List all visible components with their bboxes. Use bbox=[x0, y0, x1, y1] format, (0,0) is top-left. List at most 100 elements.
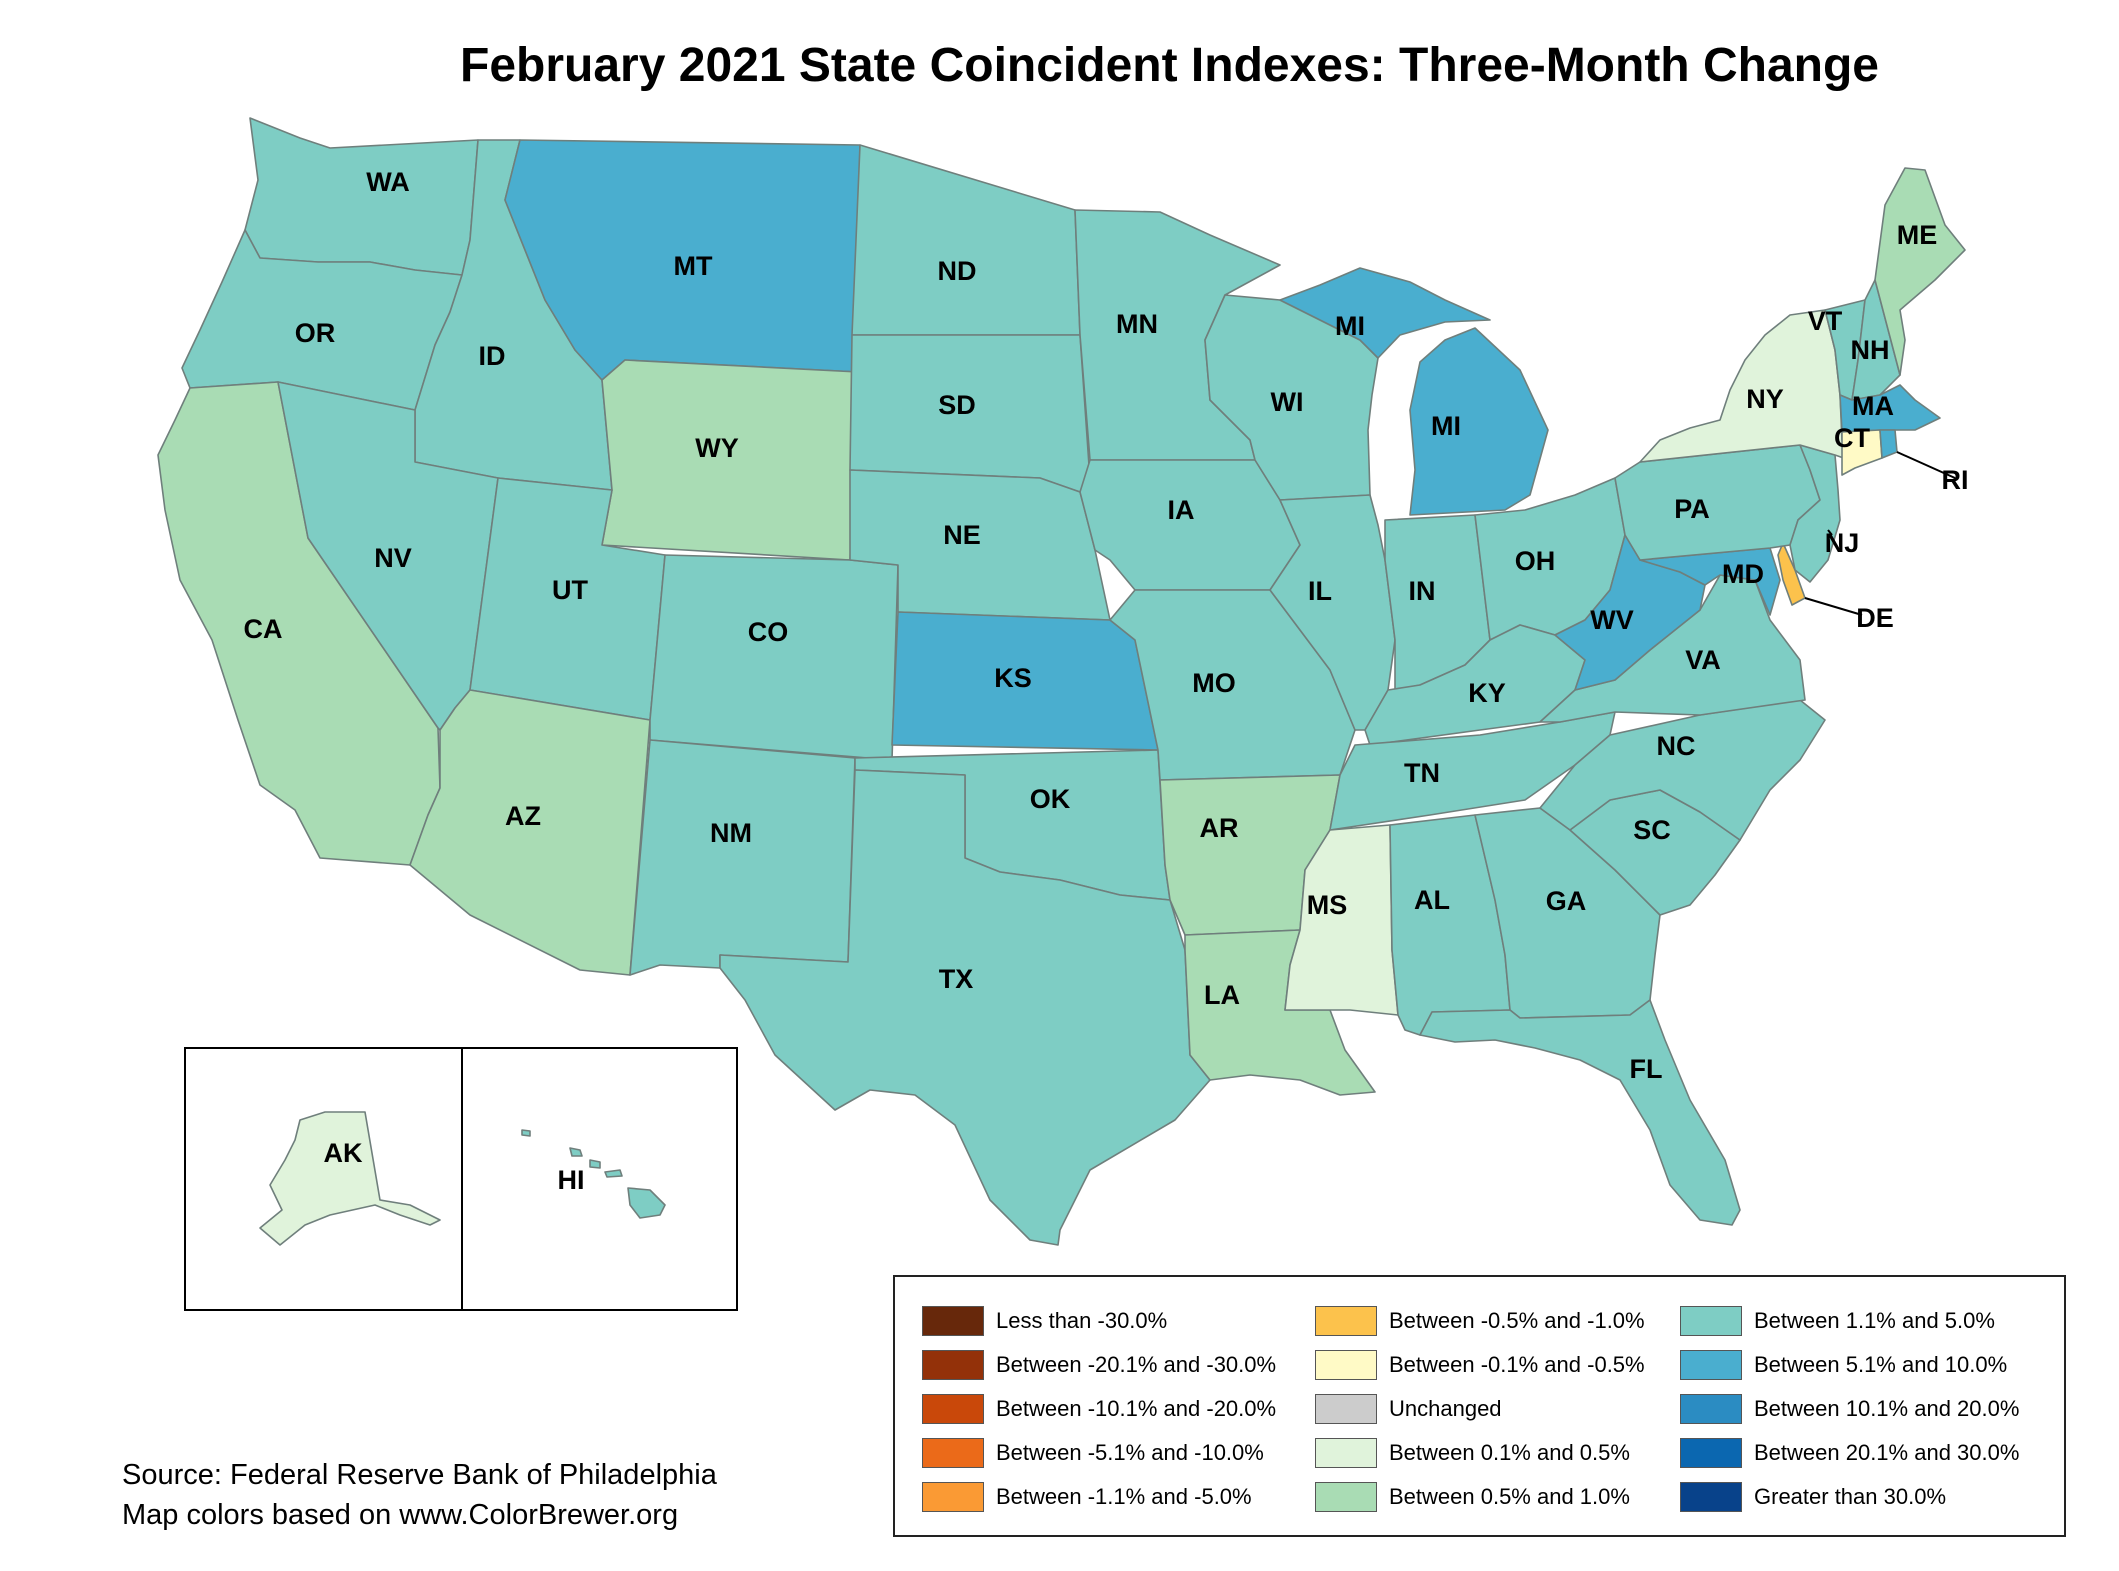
state-PA[interactable] bbox=[1614, 444, 1821, 561]
legend-item: Between 0.5% and 1.0% bbox=[1315, 1475, 1645, 1519]
legend-swatch bbox=[1680, 1350, 1742, 1380]
state-label-la: LA bbox=[1204, 980, 1240, 1010]
leader-line-de bbox=[1804, 597, 1863, 616]
colorbrewer-credit: Map colors based on www.ColorBrewer.org bbox=[122, 1499, 679, 1531]
state-label-id: ID bbox=[479, 341, 506, 371]
map-legend: Less than -30.0% Between -20.1% and -30.… bbox=[893, 1275, 2066, 1537]
state-ND[interactable] bbox=[851, 144, 1081, 336]
legend-swatch bbox=[1680, 1438, 1742, 1468]
state-label-ne: NE bbox=[943, 520, 981, 550]
legend-swatch bbox=[922, 1482, 984, 1512]
legend-item: Between -0.5% and -1.0% bbox=[1315, 1299, 1645, 1343]
state-label-md: MD bbox=[1722, 559, 1764, 589]
legend-label: Between -0.5% and -1.0% bbox=[1389, 1308, 1645, 1333]
state-label-nc: NC bbox=[1657, 731, 1696, 761]
legend-item: Between -10.1% and -20.0% bbox=[922, 1387, 1276, 1431]
legend-column-3: Between 1.1% and 5.0% Between 5.1% and 1… bbox=[1680, 1299, 2019, 1519]
state-label-wa: WA bbox=[366, 167, 410, 197]
legend-label: Between 0.5% and 1.0% bbox=[1389, 1484, 1630, 1509]
state-label-ct: CT bbox=[1834, 423, 1870, 453]
state-label-ut: UT bbox=[552, 575, 588, 605]
state-HI[interactable] bbox=[521, 1129, 666, 1219]
state-label-me: ME bbox=[1897, 220, 1938, 250]
legend-swatch bbox=[1315, 1482, 1377, 1512]
state-label-pa: PA bbox=[1674, 494, 1710, 524]
state-label-al: AL bbox=[1414, 885, 1450, 915]
legend-swatch bbox=[922, 1394, 984, 1424]
state-AZ[interactable] bbox=[409, 689, 651, 976]
state-label-ga: GA bbox=[1546, 886, 1587, 916]
legend-swatch bbox=[922, 1350, 984, 1380]
state-CT[interactable] bbox=[1841, 429, 1883, 476]
legend-label: Between -20.1% and -30.0% bbox=[996, 1352, 1277, 1377]
state-label-mt: MT bbox=[674, 251, 713, 281]
state-label-nv: NV bbox=[374, 543, 412, 573]
state-label-ri: RI bbox=[1942, 465, 1969, 495]
legend-label: Between 10.1% and 20.0% bbox=[1754, 1396, 2020, 1421]
state-label-tx: TX bbox=[939, 964, 974, 994]
source-line: Source: Federal Reserve Bank of Philadel… bbox=[122, 1459, 717, 1491]
state-label-in: IN bbox=[1409, 576, 1436, 606]
state-FL[interactable] bbox=[1419, 999, 1741, 1226]
legend-label: Between -0.1% and -0.5% bbox=[1389, 1352, 1645, 1377]
state-label-wy: WY bbox=[695, 433, 739, 463]
legend-swatch bbox=[922, 1438, 984, 1468]
state-MS[interactable] bbox=[1284, 824, 1399, 1016]
legend-swatch bbox=[1680, 1306, 1742, 1336]
leader-line-ri bbox=[1896, 451, 1956, 479]
state-CO[interactable] bbox=[649, 554, 899, 761]
state-RI[interactable] bbox=[1879, 429, 1898, 459]
state-label-ky: KY bbox=[1468, 678, 1506, 708]
state-label-wi: WI bbox=[1271, 387, 1304, 417]
state-label-mi: MI bbox=[1431, 411, 1461, 441]
state-label-nh: NH bbox=[1851, 335, 1890, 365]
state-label-ca: CA bbox=[244, 614, 283, 644]
legend-label: Between 5.1% and 10.0% bbox=[1754, 1352, 2008, 1377]
state-label-co: CO bbox=[748, 617, 789, 647]
state-MD[interactable] bbox=[1639, 547, 1781, 616]
legend-item: Between 10.1% and 20.0% bbox=[1680, 1387, 2019, 1431]
state-NJ[interactable] bbox=[1789, 444, 1841, 583]
legend-item: Unchanged bbox=[1315, 1387, 1645, 1431]
source-note: Source: Federal Reserve Bank of Philadel… bbox=[122, 1455, 717, 1535]
state-label-az: AZ bbox=[505, 801, 541, 831]
state-label-sd: SD bbox=[938, 390, 976, 420]
legend-item: Between -0.1% and -0.5% bbox=[1315, 1343, 1645, 1387]
legend-column-2: Between -0.5% and -1.0% Between -0.1% an… bbox=[1315, 1299, 1645, 1519]
legend-swatch bbox=[1315, 1306, 1377, 1336]
legend-item: Between 0.1% and 0.5% bbox=[1315, 1431, 1645, 1475]
state-label-tn: TN bbox=[1404, 758, 1440, 788]
legend-item: Between 1.1% and 5.0% bbox=[1680, 1299, 2019, 1343]
state-label-sc: SC bbox=[1633, 815, 1671, 845]
state-label-vt: VT bbox=[1808, 306, 1843, 336]
state-label-wv: WV bbox=[1590, 605, 1634, 635]
legend-swatch bbox=[1680, 1482, 1742, 1512]
state-label-nd: ND bbox=[938, 256, 977, 286]
legend-swatch bbox=[1315, 1350, 1377, 1380]
state-label-ma: MA bbox=[1852, 391, 1894, 421]
legend-item: Between -5.1% and -10.0% bbox=[922, 1431, 1276, 1475]
state-label-ak: AK bbox=[324, 1138, 363, 1168]
state-MI-upper[interactable] bbox=[1279, 267, 1491, 359]
state-label-ms: MS bbox=[1307, 890, 1348, 920]
state-MI[interactable] bbox=[1409, 327, 1549, 516]
legend-label: Between 1.1% and 5.0% bbox=[1754, 1308, 1995, 1333]
state-AK[interactable] bbox=[259, 1111, 441, 1246]
state-label-de: DE bbox=[1856, 603, 1894, 633]
state-label-fl: FL bbox=[1630, 1054, 1663, 1084]
legend-item: Between 20.1% and 30.0% bbox=[1680, 1431, 2019, 1475]
state-TX[interactable] bbox=[719, 769, 1211, 1246]
state-label-il: IL bbox=[1308, 576, 1332, 606]
legend-label: Between -10.1% and -20.0% bbox=[996, 1396, 1277, 1421]
state-WA[interactable] bbox=[244, 117, 479, 276]
state-NM[interactable] bbox=[629, 739, 856, 976]
state-label-ok: OK bbox=[1030, 784, 1071, 814]
state-ME[interactable] bbox=[1874, 167, 1966, 376]
state-label-ks: KS bbox=[994, 663, 1032, 693]
legend-label: Between -1.1% and -5.0% bbox=[996, 1484, 1252, 1509]
legend-item: Between 5.1% and 10.0% bbox=[1680, 1343, 2019, 1387]
state-labels: WA OR CA ID NV MT WY UT AZ CO NM ND SD NE KS OK TX MN IA MO… bbox=[244, 167, 1969, 1195]
map-title: February 2021 State Coincident Indexes: … bbox=[460, 39, 1879, 92]
state-label-mn: MN bbox=[1116, 309, 1158, 339]
legend-item: Less than -30.0% bbox=[922, 1299, 1276, 1343]
